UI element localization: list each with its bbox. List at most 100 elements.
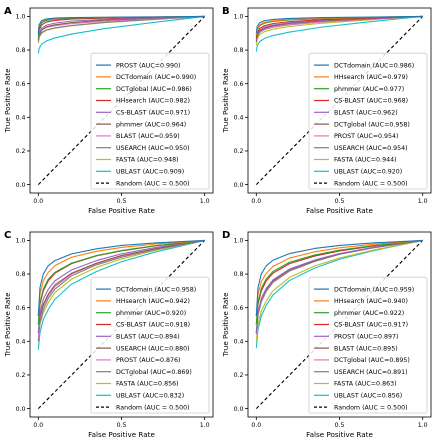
legend-entry: PROST (AUC=0.897) xyxy=(334,334,399,341)
legend: DCTdomain (AUC=0.959) HHsearch (AUC=0.940… xyxy=(308,276,428,414)
roc-panel-d: D 0.0 0.5 1.0 0.0 0.2 0.4 0.6 0.8 1.0 False Positi… xyxy=(221,230,432,439)
roc-curves xyxy=(37,239,206,409)
roc-curve-line xyxy=(37,239,205,333)
roc-curve-line xyxy=(255,239,423,333)
roc-curve-line xyxy=(37,239,205,350)
roc-curve-line xyxy=(37,239,205,317)
roc-curve-line xyxy=(255,15,423,39)
y-tick-label: 0.6 xyxy=(16,81,26,88)
roc-curve-line xyxy=(37,15,205,39)
y-tick-label: 0.4 xyxy=(16,339,26,346)
y-tick-label: 1.0 xyxy=(234,238,244,245)
legend-entry: BLAST (AUC=0.894) xyxy=(116,334,180,341)
roc-panel-a: A 0.0 0.5 1.0 0.0 0.2 0.4 0.6 0.8 1.0 False Positi… xyxy=(3,6,214,215)
legend-entry: PROST (AUC=0.990) xyxy=(116,62,181,69)
roc-curve-line xyxy=(255,239,423,317)
legend-entry: FASTA (AUC=0.948) xyxy=(116,157,179,164)
legend-entry: FASTA (AUC=0.856) xyxy=(116,381,179,388)
legend-entry: DCTdomain (AUC=0.986) xyxy=(334,62,414,69)
y-tick-label: 1.0 xyxy=(16,14,26,21)
y-axis-label: True Positive Rate xyxy=(221,68,230,134)
x-tick-label: 0.5 xyxy=(335,422,345,429)
roc-curve-line xyxy=(37,239,205,342)
x-tick-label: 1.0 xyxy=(200,198,210,205)
y-tick-label: 0.0 xyxy=(234,406,244,413)
x-tick-label: 0.5 xyxy=(117,198,127,205)
random-baseline-line xyxy=(255,240,424,409)
roc-curve-line xyxy=(37,239,205,333)
legend-entry: HHsearch (AUC=0.942) xyxy=(116,298,190,305)
legend-box xyxy=(308,276,428,414)
x-tick-label: 0.5 xyxy=(335,198,345,205)
x-tick-label: 1.0 xyxy=(418,422,428,429)
y-tick-label: 0.2 xyxy=(16,372,26,379)
y-tick-label: 0.6 xyxy=(16,305,26,312)
y-tick-label: 1.0 xyxy=(234,14,244,21)
legend-entry: Random (AUC = 0.500) xyxy=(116,180,190,187)
roc-curve-line xyxy=(255,239,423,349)
roc-curves xyxy=(255,15,424,185)
roc-curve-line xyxy=(37,15,205,54)
roc-curve-line xyxy=(37,239,205,317)
x-axis-label: False Positive Rate xyxy=(88,430,155,439)
y-tick-label: 0.4 xyxy=(234,339,244,346)
random-baseline-line xyxy=(255,16,424,185)
panel-letter: C xyxy=(4,230,11,241)
x-tick-label: 1.0 xyxy=(200,422,210,429)
legend-entry: Random (AUC = 0.500) xyxy=(334,180,408,187)
roc-curve-line xyxy=(37,15,205,34)
legend: PROST (AUC=0.990) DCTdomain (AUC=0.990) DC… xyxy=(90,52,210,190)
y-tick-label: 0.0 xyxy=(16,182,26,189)
y-axis-label: True Positive Rate xyxy=(3,68,12,134)
legend-entry: phmmer (AUC=0.977) xyxy=(334,86,404,93)
y-tick-label: 0.8 xyxy=(16,271,26,278)
y-tick-label: 0.8 xyxy=(234,271,244,278)
x-tick-label: 0.0 xyxy=(33,198,43,205)
y-tick-label: 0.4 xyxy=(16,115,26,122)
roc-curve-line xyxy=(37,239,205,325)
y-tick-label: 0.6 xyxy=(234,305,244,312)
legend-entry: PROST (AUC=0.876) xyxy=(116,357,181,364)
x-tick-label: 0.0 xyxy=(251,198,261,205)
legend-entry: USEARCH (AUC=0.880) xyxy=(116,345,190,352)
legend-entry: HHsearch (AUC=0.982) xyxy=(116,98,190,105)
y-tick-label: 0.4 xyxy=(234,115,244,122)
y-tick-label: 0.8 xyxy=(16,47,26,54)
y-tick-label: 0.2 xyxy=(234,372,244,379)
legend-entry: Random (AUC = 0.500) xyxy=(116,404,190,411)
random-baseline-line xyxy=(37,16,206,185)
legend-entry: USEARCH (AUC=0.954) xyxy=(334,145,408,152)
y-tick-label: 0.8 xyxy=(234,47,244,54)
panel-letter: B xyxy=(222,6,230,17)
legend-entry: DCTglobal (AUC=0.958) xyxy=(334,121,410,128)
y-tick-label: 0.2 xyxy=(16,148,26,155)
y-tick-label: 0.0 xyxy=(16,406,26,413)
legend-entry: UBLAST (AUC=0.920) xyxy=(334,169,402,176)
roc-curves xyxy=(255,239,424,409)
legend-box xyxy=(90,276,210,414)
legend-entry: CS-BLAST (AUC=0.918) xyxy=(116,322,190,329)
legend-entry: DCTdomain (AUC=0.959) xyxy=(334,286,414,293)
y-axis-label: True Positive Rate xyxy=(3,292,12,358)
roc-curve-line xyxy=(255,15,423,34)
legend-entry: UBLAST (AUC=0.856) xyxy=(334,393,402,400)
legend-entry: BLAST (AUC=0.959) xyxy=(116,133,180,140)
x-axis-label: False Positive Rate xyxy=(306,206,373,215)
legend-entry: DCTglobal (AUC=0.869) xyxy=(116,369,192,376)
legend-entry: DCTdomain (AUC=0.990) xyxy=(116,74,196,81)
x-axis-label: False Positive Rate xyxy=(88,206,155,215)
panel-letter: D xyxy=(222,230,230,241)
x-tick-label: 0.0 xyxy=(251,422,261,429)
roc-curve-line xyxy=(37,15,205,42)
legend-entry: UBLAST (AUC=0.832) xyxy=(116,393,184,400)
legend-entry: Random (AUC = 0.500) xyxy=(334,404,408,411)
roc-curve-line xyxy=(255,15,423,52)
legend: DCTdomain (AUC=0.958) HHsearch (AUC=0.942… xyxy=(90,276,210,414)
legend-entry: USEARCH (AUC=0.891) xyxy=(334,369,408,376)
y-tick-label: 1.0 xyxy=(16,238,26,245)
roc-curves xyxy=(37,15,206,185)
legend-entry: phmmer (AUC=0.964) xyxy=(116,121,186,128)
legend-box xyxy=(90,52,210,190)
y-tick-label: 0.0 xyxy=(234,182,244,189)
